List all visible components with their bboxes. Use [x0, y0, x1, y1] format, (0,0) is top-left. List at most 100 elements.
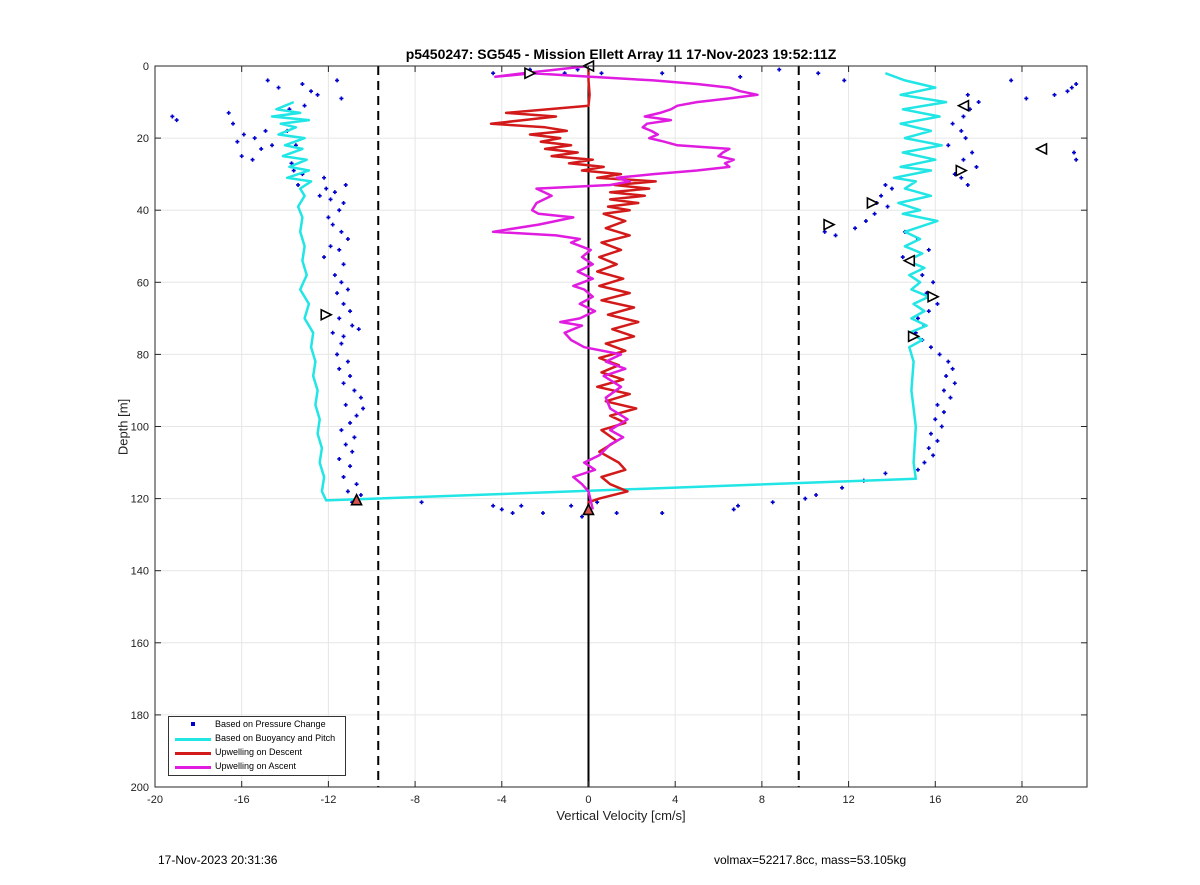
- data-point: [770, 500, 775, 505]
- data-point: [239, 154, 244, 159]
- chart-title: p5450247: SG545 - Mission Ellett Array 1…: [405, 46, 837, 62]
- data-point: [326, 215, 331, 220]
- data-point: [935, 438, 940, 443]
- legend-item-descent: Upwelling on Descent: [169, 746, 345, 759]
- x-tick-label: -16: [234, 794, 250, 806]
- data-point: [965, 92, 970, 97]
- data-point: [339, 428, 344, 433]
- data-point: [348, 464, 353, 469]
- data-point: [345, 359, 350, 364]
- y-tick-label: 140: [131, 566, 149, 578]
- data-point: [309, 89, 314, 94]
- x-tick-label: -12: [320, 794, 336, 806]
- data-point: [941, 388, 946, 393]
- data-point: [335, 291, 340, 296]
- data-point: [317, 193, 322, 198]
- data-point: [950, 121, 955, 126]
- data-point: [900, 255, 905, 260]
- data-point: [814, 492, 819, 497]
- triangle-marker: [927, 290, 940, 304]
- data-point: [937, 352, 942, 357]
- data-point: [595, 500, 600, 505]
- data-point: [226, 110, 231, 115]
- data-point: [276, 85, 281, 90]
- triangle-marker: [955, 164, 969, 177]
- data-point: [491, 503, 496, 508]
- data-point: [241, 132, 246, 137]
- data-point: [324, 186, 329, 191]
- legend-line-swatch: [175, 738, 211, 741]
- data-point: [335, 78, 340, 83]
- data-point: [941, 410, 946, 415]
- triangle-marker: [956, 99, 970, 112]
- data-point: [302, 103, 307, 108]
- data-point: [816, 71, 821, 76]
- legend-item-buoyancy: Based on Buoyancy and Pitch: [169, 732, 345, 745]
- data-point: [915, 316, 920, 321]
- data-point: [840, 485, 845, 490]
- data-point: [352, 435, 357, 440]
- data-point: [660, 71, 665, 76]
- data-point: [419, 500, 424, 505]
- data-point: [1074, 82, 1079, 87]
- data-point: [935, 301, 940, 306]
- data-point: [259, 146, 264, 151]
- data-point: [889, 186, 894, 191]
- x-tick-label: 16: [929, 794, 941, 806]
- legend-dot-swatch: [191, 722, 195, 726]
- data-point: [263, 128, 268, 133]
- data-point: [335, 352, 340, 357]
- y-tick-label: 100: [131, 422, 149, 434]
- data-point: [853, 226, 858, 231]
- triangle-marker: [866, 196, 880, 210]
- x-tick-label: 20: [1016, 794, 1028, 806]
- data-point: [803, 496, 808, 501]
- data-point: [931, 453, 936, 458]
- data-point: [928, 345, 933, 350]
- data-point: [948, 395, 953, 400]
- data-point: [736, 503, 741, 508]
- data-point: [946, 359, 951, 364]
- data-point: [170, 114, 175, 119]
- scatter-series: [170, 67, 1079, 519]
- data-point: [354, 482, 359, 487]
- data-point: [974, 164, 979, 169]
- triangle-marker: [902, 254, 916, 267]
- data-point: [519, 503, 524, 508]
- x-tick-label: 8: [759, 794, 765, 806]
- data-point: [341, 334, 346, 339]
- data-point: [231, 121, 236, 126]
- x-tick-label: 0: [585, 794, 591, 806]
- data-point: [1024, 96, 1029, 101]
- data-point: [1069, 85, 1074, 90]
- data-point: [332, 273, 337, 278]
- data-point: [499, 507, 504, 512]
- y-tick-label: 200: [131, 782, 149, 794]
- data-point: [341, 200, 346, 205]
- data-point: [926, 309, 931, 314]
- data-point: [939, 424, 944, 429]
- y-axis-label: Depth [m]: [115, 398, 131, 456]
- triangle-marker: [350, 492, 363, 506]
- x-tick-label: 12: [842, 794, 854, 806]
- data-point: [926, 446, 931, 451]
- data-point: [883, 471, 888, 476]
- y-tick-label: 120: [131, 494, 149, 506]
- triangle-marker: [907, 330, 921, 343]
- data-point: [738, 74, 743, 79]
- x-tick-label: -20: [147, 794, 163, 806]
- legend-item-ascent: Upwelling on Ascent: [169, 760, 345, 773]
- footer-timestamp: 17-Nov-2023 20:31:36: [158, 853, 278, 867]
- data-point: [250, 157, 255, 162]
- data-point: [345, 237, 350, 242]
- data-point: [337, 366, 342, 371]
- data-point: [569, 503, 574, 508]
- data-point: [343, 442, 348, 447]
- data-point: [777, 67, 782, 72]
- data-point: [348, 374, 353, 379]
- data-point: [352, 388, 357, 393]
- data-point: [300, 82, 305, 87]
- legend-label: Upwelling on Descent: [215, 747, 303, 757]
- legend-item-pressure: Based on Pressure Change: [169, 718, 345, 731]
